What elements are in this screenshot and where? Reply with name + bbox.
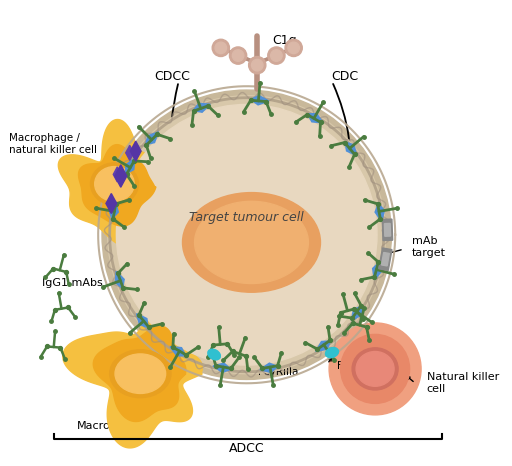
Ellipse shape (91, 163, 138, 205)
Ellipse shape (108, 96, 386, 374)
Polygon shape (93, 326, 186, 422)
Text: Phagocytosis: Phagocytosis (187, 326, 260, 336)
Ellipse shape (326, 348, 338, 358)
Ellipse shape (340, 335, 410, 404)
Text: Lysis: Lysis (293, 311, 319, 321)
Text: Target tumour cell: Target tumour cell (189, 211, 304, 224)
Circle shape (249, 56, 266, 74)
Circle shape (285, 39, 302, 56)
Ellipse shape (208, 349, 220, 360)
Polygon shape (381, 253, 389, 266)
Polygon shape (251, 96, 269, 105)
Text: Macrophage: Macrophage (77, 421, 146, 432)
Text: FcγRIIIa: FcγRIIIa (337, 361, 377, 371)
Polygon shape (373, 262, 382, 280)
Ellipse shape (102, 90, 391, 379)
Polygon shape (385, 223, 391, 236)
Text: Macrophage /
natural killer cell: Macrophage / natural killer cell (9, 133, 97, 155)
Polygon shape (115, 271, 124, 288)
Polygon shape (308, 114, 323, 123)
Ellipse shape (95, 166, 134, 201)
Polygon shape (78, 144, 156, 226)
Polygon shape (351, 306, 362, 321)
Ellipse shape (352, 348, 398, 390)
Text: C1q: C1q (272, 34, 296, 47)
Ellipse shape (182, 192, 321, 292)
Polygon shape (260, 363, 278, 372)
Text: C3b: C3b (222, 206, 244, 216)
Polygon shape (109, 201, 118, 219)
Text: ADCC: ADCC (229, 442, 265, 455)
Polygon shape (345, 142, 357, 156)
Polygon shape (316, 341, 331, 351)
Polygon shape (63, 297, 202, 448)
Polygon shape (375, 204, 385, 221)
Circle shape (288, 42, 300, 54)
Text: MAC: MAC (338, 201, 364, 211)
Circle shape (229, 47, 247, 64)
Polygon shape (170, 347, 186, 356)
Text: FcγRIIIa: FcγRIIIa (258, 367, 298, 377)
Text: mAb
target: mAb target (412, 236, 445, 258)
Ellipse shape (116, 104, 377, 365)
Polygon shape (131, 141, 141, 161)
Text: C3bR: C3bR (212, 244, 242, 254)
Ellipse shape (110, 350, 171, 397)
Polygon shape (193, 103, 210, 112)
Polygon shape (106, 193, 117, 213)
Ellipse shape (329, 323, 421, 415)
Polygon shape (58, 119, 176, 247)
Polygon shape (125, 158, 135, 174)
Circle shape (268, 47, 285, 64)
Polygon shape (126, 145, 134, 160)
Text: CDC: CDC (331, 70, 358, 83)
Ellipse shape (195, 201, 308, 283)
Circle shape (215, 42, 227, 54)
Circle shape (251, 59, 263, 71)
Circle shape (271, 50, 282, 62)
Circle shape (232, 50, 244, 62)
Ellipse shape (356, 351, 394, 386)
Ellipse shape (115, 354, 165, 393)
Polygon shape (379, 248, 392, 270)
Polygon shape (382, 219, 393, 240)
Text: Natural killer
cell: Natural killer cell (427, 372, 499, 394)
Polygon shape (115, 165, 127, 187)
Polygon shape (213, 363, 231, 372)
Text: IgG1 mAbs: IgG1 mAbs (41, 278, 102, 288)
Polygon shape (137, 314, 148, 328)
Circle shape (212, 39, 229, 56)
Polygon shape (113, 167, 121, 182)
Polygon shape (146, 132, 159, 145)
Text: CDCC: CDCC (154, 70, 190, 83)
